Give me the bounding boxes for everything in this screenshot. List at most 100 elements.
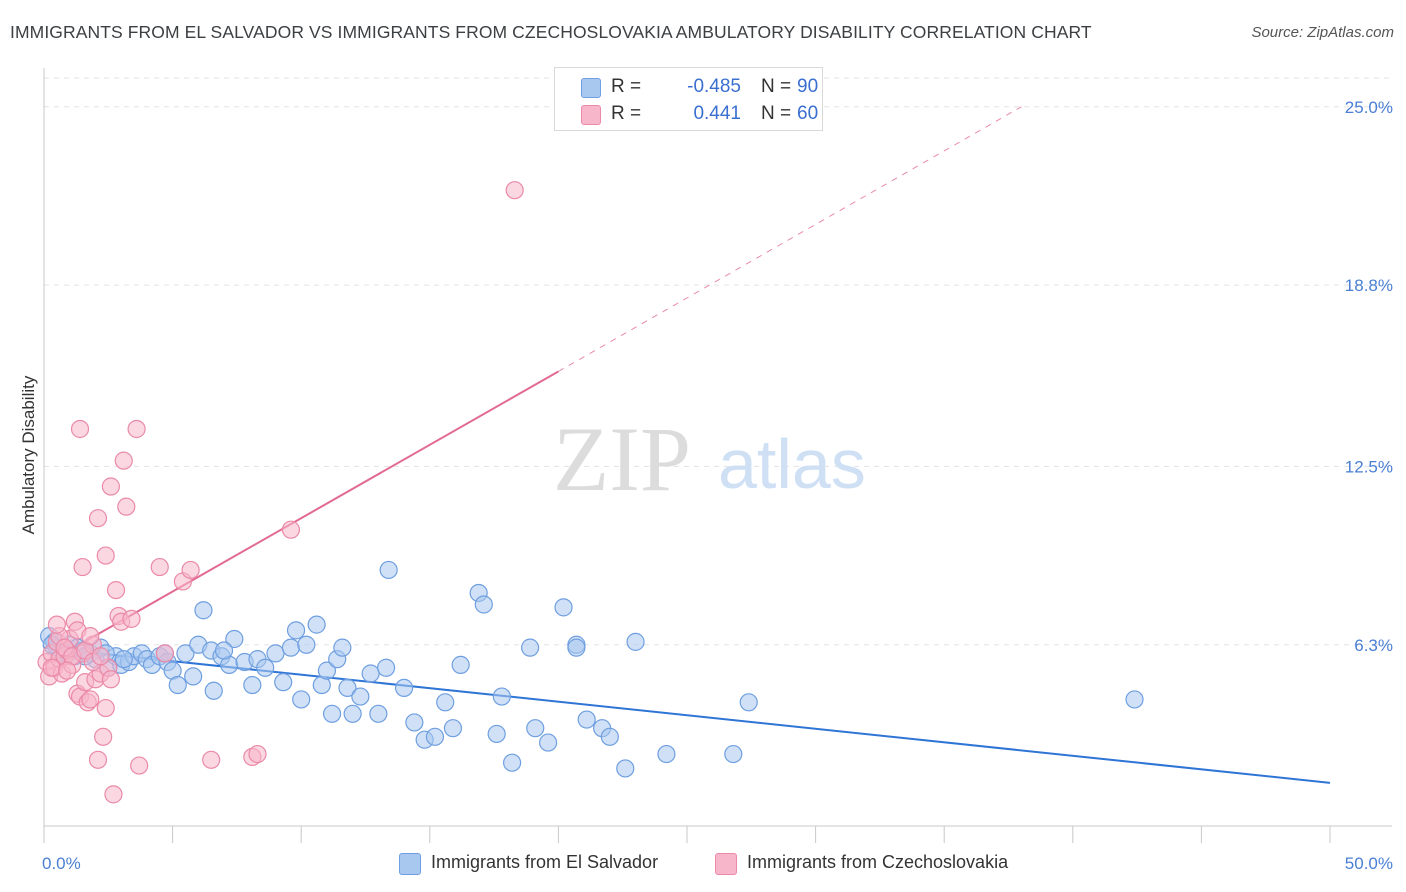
- point-el-salvador: [492, 687, 511, 706]
- point-czechoslovakia: [181, 560, 200, 580]
- point-el-salvador: [577, 710, 596, 729]
- point-czechoslovakia: [58, 661, 77, 680]
- point-el-salvador: [600, 727, 619, 746]
- point-el-salvador: [526, 719, 545, 738]
- legend-swatch-blue: [399, 853, 421, 875]
- legend-r-value: 0.441: [693, 103, 741, 124]
- legend-label: Immigrants from Czechoslovakia: [747, 852, 1009, 872]
- point-el-salvador: [176, 644, 195, 663]
- y-tick-label: 18.8%: [1345, 276, 1393, 295]
- point-czechoslovakia: [42, 658, 61, 677]
- legend-n-label: N =: [761, 103, 792, 124]
- point-el-salvador: [266, 644, 285, 663]
- watermark-atlas: atlas: [718, 425, 866, 503]
- point-el-salvador: [184, 667, 203, 686]
- point-czechoslovakia: [91, 647, 110, 666]
- data-points: [37, 181, 1144, 804]
- point-czechoslovakia: [248, 744, 267, 764]
- point-el-salvador: [317, 661, 337, 680]
- point-el-salvador: [487, 724, 506, 744]
- point-czechoslovakia: [202, 750, 221, 769]
- point-el-salvador: [361, 664, 380, 683]
- point-czechoslovakia: [81, 690, 100, 709]
- point-el-salvador: [739, 693, 758, 712]
- point-czechoslovakia: [70, 419, 90, 439]
- point-el-salvador: [338, 678, 357, 698]
- legend-r-label: R =: [611, 103, 642, 124]
- watermark-zip: ZIP: [553, 408, 691, 510]
- point-el-salvador: [256, 658, 275, 677]
- point-czechoslovakia: [150, 557, 169, 577]
- point-el-salvador: [567, 638, 586, 657]
- legend-swatch-pink: [581, 105, 601, 125]
- point-czechoslovakia: [73, 557, 92, 577]
- point-el-salvador: [474, 595, 493, 614]
- point-el-salvador: [281, 638, 301, 657]
- x-tick-label: 0.0%: [42, 854, 81, 873]
- point-el-salvador: [425, 727, 445, 746]
- point-czechoslovakia: [101, 477, 120, 496]
- point-czechoslovakia: [96, 546, 115, 565]
- point-el-salvador: [114, 650, 133, 669]
- point-el-salvador: [376, 658, 396, 677]
- point-czechoslovakia: [122, 609, 141, 628]
- point-el-salvador: [194, 601, 213, 620]
- point-el-salvador: [333, 638, 352, 657]
- point-el-salvador: [554, 598, 573, 617]
- point-el-salvador: [521, 638, 540, 657]
- legend-n-value: 60: [797, 103, 819, 124]
- watermark: ZIP atlas: [553, 408, 866, 510]
- point-czechoslovakia: [88, 750, 108, 769]
- point-el-salvador: [405, 713, 424, 732]
- point-el-salvador: [351, 687, 370, 706]
- point-el-salvador: [274, 673, 293, 692]
- point-el-salvador: [297, 635, 316, 654]
- point-czechoslovakia: [101, 670, 120, 689]
- point-czechoslovakia: [127, 419, 146, 439]
- point-el-salvador: [286, 621, 306, 640]
- point-el-salvador: [724, 744, 743, 764]
- point-el-salvador: [307, 615, 326, 634]
- point-el-salvador: [503, 753, 522, 772]
- point-el-salvador: [369, 704, 388, 723]
- legend-label: Immigrants from El Salvador: [431, 852, 659, 872]
- point-el-salvador: [394, 678, 414, 698]
- legend-swatch-blue: [581, 78, 601, 98]
- point-el-salvador: [168, 675, 187, 695]
- point-czechoslovakia: [281, 520, 301, 539]
- point-el-salvador: [443, 719, 463, 738]
- legend-r-label: R =: [611, 76, 642, 97]
- x-tick-label: 50.0%: [1345, 854, 1393, 873]
- point-czechoslovakia: [47, 615, 66, 634]
- point-el-salvador: [204, 681, 223, 700]
- y-axis-label: Ambulatory Disability: [19, 375, 38, 534]
- point-el-salvador: [657, 744, 676, 764]
- point-czechoslovakia: [88, 509, 108, 528]
- y-tick-label: 12.5%: [1345, 457, 1393, 476]
- point-czechoslovakia: [81, 627, 100, 646]
- point-el-salvador: [343, 704, 362, 723]
- point-el-salvador: [379, 560, 398, 580]
- point-el-salvador: [292, 690, 311, 709]
- point-el-salvador: [616, 759, 635, 778]
- point-czechoslovakia: [505, 181, 524, 200]
- point-el-salvador: [539, 733, 558, 752]
- axes: [43, 68, 1392, 843]
- y-tick-label: 6.3%: [1354, 636, 1393, 655]
- point-el-salvador: [243, 675, 262, 695]
- y-tick-label: 25.0%: [1345, 98, 1393, 117]
- point-czechoslovakia: [104, 785, 123, 804]
- point-czechoslovakia: [94, 727, 113, 746]
- point-czechoslovakia: [155, 644, 174, 663]
- point-el-salvador: [626, 632, 645, 651]
- point-el-salvador: [436, 693, 455, 712]
- source-label: Source: ZipAtlas.com: [1251, 24, 1394, 41]
- chart-title: IMMIGRANTS FROM EL SALVADOR VS IMMIGRANT…: [10, 22, 1092, 42]
- grid-lines: [44, 77, 1392, 646]
- trend-extension-czechoslovakia: [558, 106, 1022, 372]
- point-el-salvador: [1125, 690, 1144, 709]
- point-el-salvador: [451, 655, 470, 674]
- point-czechoslovakia: [130, 756, 149, 775]
- point-el-salvador: [214, 641, 234, 660]
- point-czechoslovakia: [96, 698, 115, 718]
